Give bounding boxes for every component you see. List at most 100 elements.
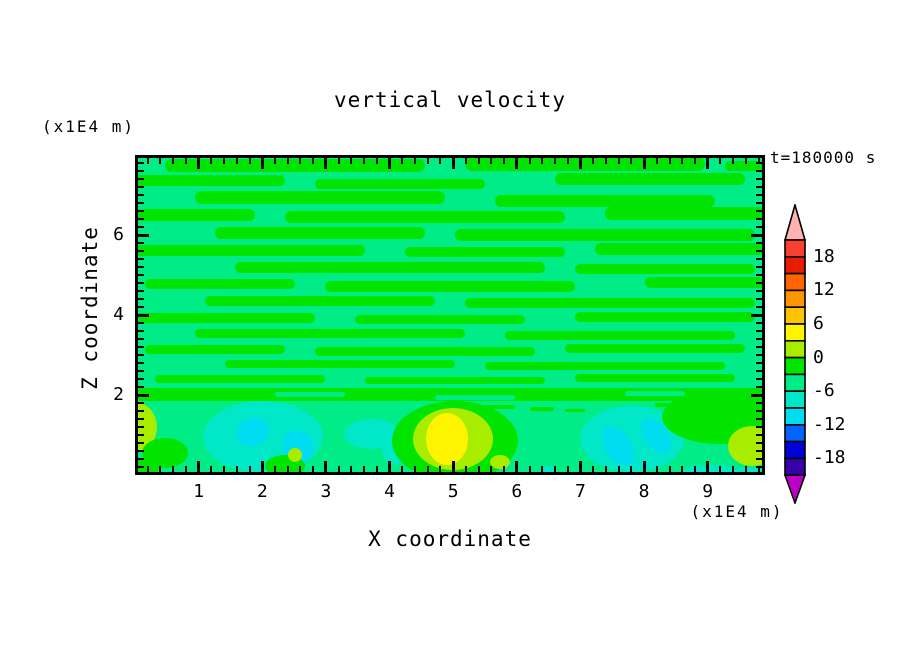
velocity-streak (215, 227, 425, 239)
tick-mark (138, 162, 144, 164)
tick-mark (138, 450, 144, 452)
colorbar-cell (784, 255, 806, 275)
tick-mark (744, 466, 747, 472)
tick-mark (528, 466, 531, 472)
velocity-streak (565, 409, 585, 412)
velocity-streak (135, 245, 365, 256)
tick-mark (138, 186, 144, 188)
tick-mark (503, 466, 506, 472)
tick-mark (223, 158, 226, 164)
tick-mark (363, 158, 366, 164)
tick-mark (630, 466, 633, 472)
tick-mark (197, 461, 201, 472)
colorbar-cell (784, 440, 806, 460)
velocity-streak (725, 161, 765, 171)
velocity-feature (142, 438, 188, 468)
velocity-feature (426, 413, 468, 465)
tick-mark (668, 158, 671, 164)
velocity-feature (640, 418, 672, 454)
tick-mark (757, 158, 760, 164)
tick-mark (146, 158, 149, 164)
tick-mark (138, 346, 144, 348)
tick-mark (604, 466, 607, 472)
colorbar-cell (784, 356, 806, 376)
tick-mark (756, 418, 762, 420)
tick-mark (138, 434, 144, 436)
tick-mark (757, 466, 760, 472)
tick-mark (706, 158, 710, 169)
tick-mark (732, 466, 735, 472)
tick-mark (756, 226, 762, 228)
tick-mark (756, 322, 762, 324)
velocity-feature (728, 426, 765, 466)
velocity-streak (155, 375, 325, 383)
tick-mark (138, 258, 144, 260)
tick-mark (617, 466, 620, 472)
tick-mark (756, 378, 762, 380)
z-tick-label: 6 (113, 224, 124, 245)
colorbar-cell (784, 272, 806, 292)
colorbar-cell (784, 306, 806, 325)
tick-mark (756, 282, 762, 284)
tick-mark (138, 266, 144, 268)
tick-mark (286, 158, 289, 164)
colorbar-cell (784, 340, 806, 359)
tick-mark (751, 233, 762, 237)
tick-mark (756, 362, 762, 364)
velocity-streak (145, 279, 295, 289)
tick-mark (578, 158, 582, 169)
tick-mark (439, 158, 442, 164)
tick-mark (451, 461, 455, 472)
tick-mark (235, 466, 238, 472)
tick-mark (756, 458, 762, 460)
tick-mark (248, 466, 251, 472)
tick-mark (744, 158, 747, 164)
velocity-streak (205, 296, 435, 306)
plot-frame (135, 155, 765, 475)
velocity-streak (565, 344, 745, 353)
z-tick-label: 2 (113, 384, 124, 405)
colorbar-tick-label: -12 (813, 413, 846, 435)
tick-mark (756, 170, 762, 172)
tick-mark (756, 354, 762, 356)
tick-mark (138, 386, 144, 388)
colorbar-tick-label: 18 (813, 245, 835, 267)
tick-mark (756, 346, 762, 348)
velocity-streak (485, 405, 515, 409)
tick-mark (541, 158, 544, 164)
x-tick-label: 9 (702, 481, 714, 502)
tick-mark (138, 418, 144, 420)
tick-mark (642, 158, 646, 169)
tick-mark (592, 158, 595, 164)
velocity-streak (405, 247, 565, 257)
velocity-streak (465, 298, 755, 308)
tick-mark (439, 466, 442, 472)
z-axis-unit-label: (x1E4 m) (42, 117, 136, 136)
tick-mark (274, 466, 276, 472)
tick-mark (197, 158, 201, 169)
velocity-streak (135, 209, 255, 221)
tick-mark (528, 158, 531, 164)
tick-mark (451, 158, 455, 169)
tick-mark (694, 158, 696, 164)
tick-mark (210, 466, 213, 472)
tick-mark (756, 266, 762, 268)
velocity-streak (365, 377, 545, 384)
tick-mark (138, 410, 144, 412)
tick-mark (350, 466, 353, 472)
tick-mark (756, 442, 762, 444)
x-axis-title: X coordinate (368, 527, 532, 551)
tick-mark (515, 461, 519, 472)
tick-mark (756, 402, 762, 404)
velocity-streak (575, 264, 755, 274)
tick-mark (751, 393, 762, 397)
tick-mark (138, 362, 144, 364)
colorbar-tick-label: 6 (813, 313, 824, 334)
tick-mark (138, 370, 144, 372)
tick-mark (503, 158, 506, 164)
colorbar-cell (784, 373, 806, 392)
z-tick-label: 4 (113, 304, 124, 325)
tick-mark (756, 386, 762, 388)
tick-mark (350, 158, 353, 164)
tick-mark (756, 426, 762, 428)
